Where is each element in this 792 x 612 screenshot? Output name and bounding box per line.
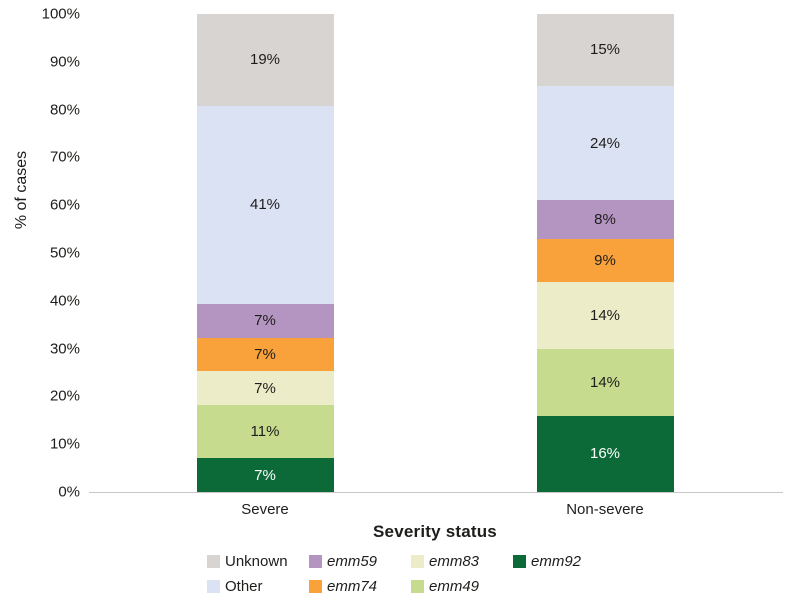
bar-segment-emm92: 7% bbox=[196, 458, 334, 492]
stacked-bar: 7% 11% 7% 7% 7% 41% 19% bbox=[196, 14, 334, 492]
segment-value-label: 11% bbox=[250, 423, 280, 441]
bar-segment-emm83: 14% bbox=[536, 281, 674, 349]
legend-label: emm92 bbox=[531, 553, 582, 570]
segment-value-label: 7% bbox=[254, 379, 276, 397]
y-tick-label: 20% bbox=[49, 387, 80, 405]
x-axis-title: Severity status bbox=[373, 522, 497, 541]
segment-value-label: 41% bbox=[249, 196, 281, 214]
y-tick-label: 0% bbox=[58, 483, 80, 501]
legend-item-emm83: emm83 bbox=[411, 553, 513, 570]
segment-value-label: 14% bbox=[589, 306, 621, 324]
segment-value-label: 14% bbox=[589, 373, 621, 391]
y-axis-tick-labels: 0% 10% 20% 30% 40% 50% 60% 70% 80% 90% 100% bbox=[0, 7, 80, 500]
legend-label: emm83 bbox=[429, 553, 480, 570]
x-axis-line bbox=[89, 492, 783, 493]
y-tick-label: 40% bbox=[49, 292, 80, 310]
segment-value-label: 8% bbox=[594, 211, 616, 229]
x-tick-label-severe: Severe bbox=[241, 501, 289, 518]
bar-segment-emm59: 8% bbox=[536, 200, 674, 239]
x-tick-label-non-severe: Non-severe bbox=[566, 501, 644, 518]
legend-label: Unknown bbox=[225, 553, 288, 570]
segment-value-label: 15% bbox=[589, 41, 621, 59]
bar-segment-emm83: 7% bbox=[196, 371, 334, 406]
emm92-legend-swatch bbox=[513, 555, 526, 568]
legend-grid: Unknown emm59 emm83 emm92 Other emm74 emm49 bbox=[177, 553, 615, 595]
plot-area: 7% 11% 7% 7% 7% 41% 19% 16% 14% 14% 9% 8% 24% 15% bbox=[89, 14, 783, 493]
stacked-bar: 16% 14% 14% 9% 8% 24% 15% bbox=[536, 14, 674, 492]
legend-item-emm59: emm59 bbox=[309, 553, 411, 570]
legend-label: emm59 bbox=[327, 553, 378, 570]
legend-item-unknown: Unknown bbox=[207, 553, 309, 570]
y-tick-label: 70% bbox=[49, 148, 80, 166]
y-tick-label: 10% bbox=[49, 435, 80, 453]
bar-segment-unknown: 15% bbox=[536, 14, 674, 86]
bar-segment-emm74: 7% bbox=[196, 337, 334, 372]
segment-value-label: 24% bbox=[589, 134, 621, 152]
legend-item-emm92: emm92 bbox=[513, 553, 615, 570]
unknown-legend-swatch bbox=[207, 555, 220, 568]
segment-value-label: 7% bbox=[254, 345, 276, 363]
y-tick-label: 60% bbox=[49, 196, 80, 214]
segment-value-label: 16% bbox=[589, 445, 621, 463]
bar-segment-emm59: 7% bbox=[196, 303, 334, 338]
bar-segment-emm92: 16% bbox=[536, 415, 674, 492]
emm49-legend-swatch bbox=[411, 580, 424, 593]
bar-segment-emm74: 9% bbox=[536, 238, 674, 282]
y-tick-label: 100% bbox=[41, 5, 80, 23]
bar-column-severe: 7% 11% 7% 7% 7% 41% 19% bbox=[95, 14, 435, 492]
legend-item-other: Other bbox=[207, 578, 309, 595]
x-axis-tick-labels: Severe Non-severe bbox=[95, 501, 775, 518]
emm59-legend-swatch bbox=[309, 555, 322, 568]
legend: Unknown emm59 emm83 emm92 Other emm74 emm49 bbox=[0, 553, 792, 595]
emm74-legend-swatch bbox=[309, 580, 322, 593]
legend-item-emm49: emm49 bbox=[411, 578, 513, 595]
bar-segment-unknown: 19% bbox=[196, 14, 334, 106]
y-tick-label: 90% bbox=[49, 53, 80, 71]
bar-column-non-severe: 16% 14% 14% 9% 8% 24% 15% bbox=[435, 14, 775, 492]
y-tick-label: 50% bbox=[49, 244, 80, 262]
legend-label: emm74 bbox=[327, 578, 378, 595]
legend-label: Other bbox=[225, 578, 263, 595]
y-tick-label: 80% bbox=[49, 101, 80, 119]
legend-item-emm74: emm74 bbox=[309, 578, 411, 595]
bar-segment-emm49: 14% bbox=[536, 348, 674, 416]
bar-segment-other: 24% bbox=[536, 85, 674, 201]
segment-value-label: 9% bbox=[594, 251, 616, 269]
bar-segment-other: 41% bbox=[196, 105, 334, 304]
segment-value-label: 7% bbox=[254, 312, 276, 330]
legend-label: emm49 bbox=[429, 578, 480, 595]
y-tick-label: 30% bbox=[49, 340, 80, 358]
segment-value-label: 19% bbox=[249, 51, 281, 69]
emm83-legend-swatch bbox=[411, 555, 424, 568]
other-legend-swatch bbox=[207, 580, 220, 593]
bars-container: 7% 11% 7% 7% 7% 41% 19% 16% 14% 14% 9% 8% 24% 15% bbox=[95, 14, 775, 492]
segment-value-label: 7% bbox=[254, 466, 276, 484]
bar-segment-emm49: 11% bbox=[196, 405, 334, 459]
